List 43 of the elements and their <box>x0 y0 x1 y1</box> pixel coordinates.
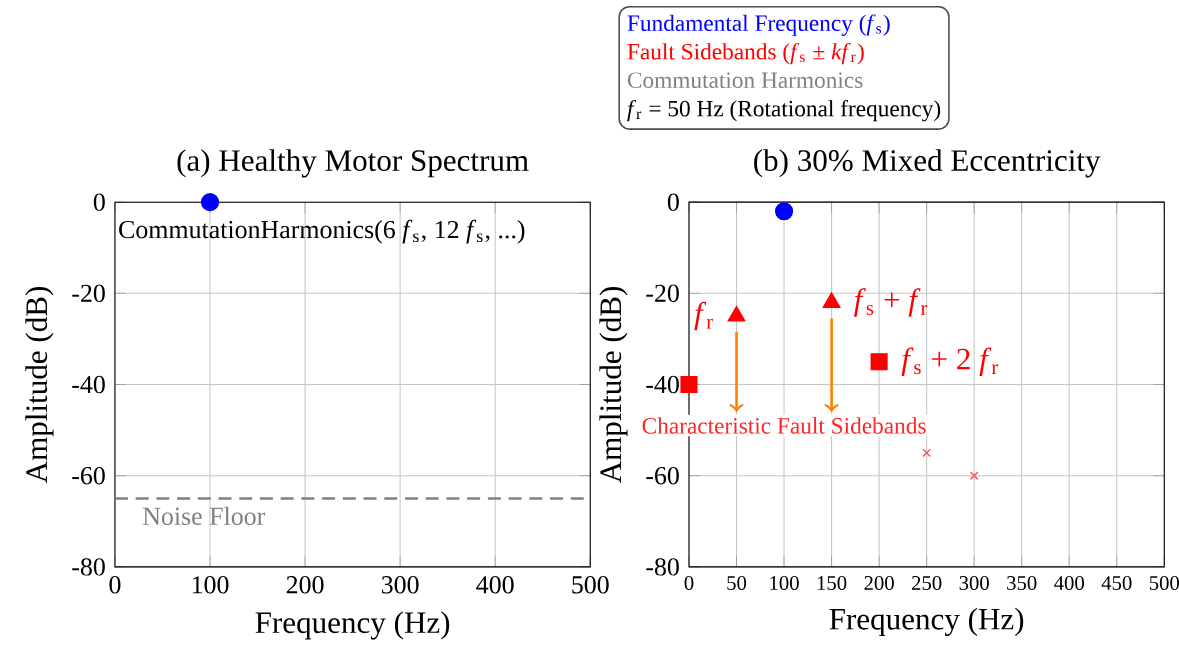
text: Fundamental Frequency (f$_{s}$) <box>627 14 890 36</box>
text: Fault Sidebands (f$_{s}$ ± kf$_{r}$) <box>627 42 864 65</box>
ref-line-label: Noise Floor <box>142 506 266 525</box>
text: f$_{r}$ = 50 Hz (Rotational frequency) <box>627 99 941 122</box>
x-tick-label: 500 <box>572 576 609 594</box>
chart-title: (b) 30% Mixed Eccentricity <box>754 149 1101 178</box>
annotation: CommutationHarmonics(6 f$_{s}$, 12 f$_{s}$, ...) <box>119 219 525 244</box>
x-axis-title: Frequency (Hz) <box>255 611 450 640</box>
x-tick-label: 200 <box>864 576 894 591</box>
x-tick-label: 350 <box>1007 576 1037 591</box>
y-tick-label: -20 <box>72 284 105 303</box>
y-tick-label: 0 <box>667 193 679 211</box>
y-tick-label: 0 <box>93 193 105 211</box>
text: Commutation Harmonics <box>627 72 863 89</box>
x-tick-label: 100 <box>192 576 229 594</box>
annotation: Characteristic Fault Sidebands <box>642 417 926 434</box>
x-tick-label: 300 <box>959 576 989 591</box>
annotation: f$_{r}$ <box>694 301 713 331</box>
y-tick-label: -60 <box>72 466 105 485</box>
y-tick-label: -40 <box>646 375 679 394</box>
y-tick-label: -20 <box>646 284 679 303</box>
x-tick-label: 300 <box>381 576 419 594</box>
x-tick-label: 400 <box>1054 576 1084 591</box>
annotation: f$_{s}$ + 2 f$_{r}$ <box>901 347 999 376</box>
y-tick-label: -80 <box>72 558 105 576</box>
y-tick-label: -40 <box>72 375 105 394</box>
chart-title: (a) Healthy Motor Spectrum <box>177 149 529 178</box>
x-axis-title: Frequency (Hz) <box>829 607 1024 637</box>
annotation: f$_{s}$ + f$_{r}$ <box>854 288 928 317</box>
x-tick-label: 200 <box>286 576 324 594</box>
y-tick-label: -80 <box>646 558 679 576</box>
y-tick-label: -60 <box>646 466 679 485</box>
x-tick-label: 150 <box>817 576 847 591</box>
x-tick-label: 450 <box>1101 576 1132 591</box>
x-tick-label: 0 <box>684 576 694 591</box>
y-axis-title: Amplitude (dB) <box>599 287 628 484</box>
x-tick-label: 0 <box>109 576 121 594</box>
y-axis-title: Amplitude (dB) <box>25 287 54 484</box>
x-tick-label: 50 <box>727 576 747 591</box>
x-tick-label: 500 <box>1149 576 1179 591</box>
x-tick-label: 400 <box>476 576 514 594</box>
x-tick-label: 100 <box>770 576 799 591</box>
x-tick-label: 250 <box>911 576 942 591</box>
